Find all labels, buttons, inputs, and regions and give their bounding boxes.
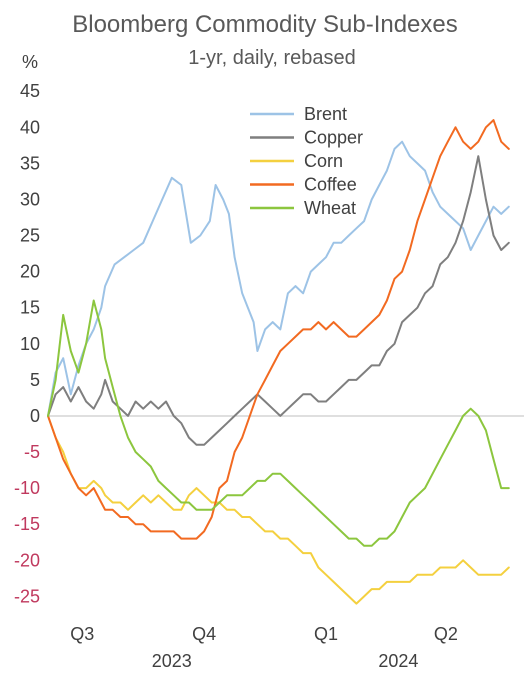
- series-line-coffee: [47, 119, 510, 540]
- x-axis: Q3 Q4 Q1 Q2 2023 2024: [70, 624, 458, 671]
- legend-label-brent: Brent: [304, 104, 347, 124]
- legend-label-wheat: Wheat: [304, 198, 356, 218]
- y-tick-label: 15: [20, 298, 40, 318]
- chart-subtitle: 1-yr, daily, rebased: [188, 47, 356, 69]
- y-tick-label: -10: [14, 478, 40, 498]
- legend-label-corn: Corn: [304, 151, 343, 171]
- series-line-brent: [47, 140, 510, 417]
- y-tick-label: 35: [20, 153, 40, 173]
- series-line-corn: [47, 414, 510, 605]
- y-tick-label: 25: [20, 226, 40, 246]
- y-tick-label: -15: [14, 514, 40, 534]
- y-axis: 45 40 35 30 25 20 15 10 5 0 -5 -10 -15 -20 -25: [14, 81, 40, 606]
- y-unit-label: %: [22, 52, 38, 72]
- x-quarter-label: Q3: [70, 624, 94, 644]
- y-tick-label: 10: [20, 334, 40, 354]
- chart-title: Bloomberg Commodity Sub-Indexes: [72, 11, 458, 38]
- series-group: [47, 119, 510, 605]
- legend-label-coffee: Coffee: [304, 175, 357, 195]
- y-tick-label: -5: [24, 442, 40, 462]
- legend-label-copper: Copper: [304, 128, 363, 148]
- y-tick-label: -25: [14, 586, 40, 606]
- y-tick-label: -20: [14, 550, 40, 570]
- series-line-wheat: [47, 299, 510, 547]
- y-tick-label: 20: [20, 262, 40, 282]
- y-tick-label: 45: [20, 81, 40, 101]
- x-quarter-label: Q4: [192, 624, 216, 644]
- y-tick-label: 0: [30, 406, 40, 426]
- y-tick-label: 5: [30, 370, 40, 390]
- y-tick-label: 30: [20, 189, 40, 209]
- legend: Brent Copper Corn Coffee Wheat: [250, 104, 363, 218]
- x-year-label: 2024: [378, 651, 418, 671]
- y-tick-label: 40: [20, 117, 40, 137]
- series-line-copper: [47, 155, 510, 446]
- x-year-label: 2023: [152, 651, 192, 671]
- x-quarter-label: Q1: [314, 624, 338, 644]
- x-quarter-label: Q2: [434, 624, 458, 644]
